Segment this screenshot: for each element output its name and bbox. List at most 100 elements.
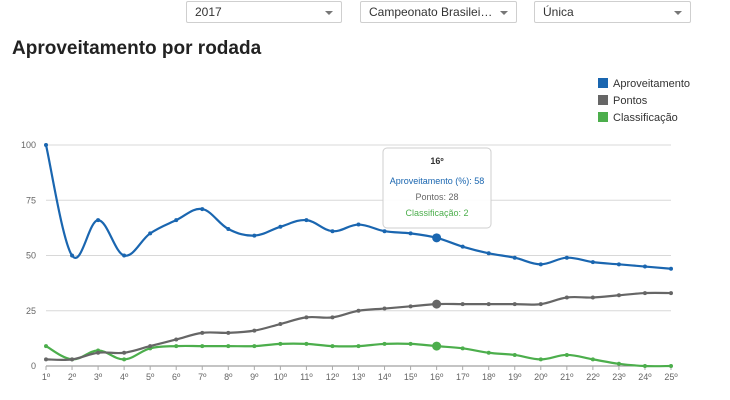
data-point-pontos[interactable]	[278, 322, 283, 327]
data-point-aproveitamento[interactable]	[252, 233, 257, 238]
x-tick-label: 16º	[430, 372, 444, 382]
turn-select[interactable]: Única	[534, 1, 691, 23]
data-point-pontos[interactable]	[174, 337, 179, 342]
x-tick-label: 15º	[404, 372, 418, 382]
data-point-classificacao[interactable]	[200, 344, 205, 349]
data-point-pontos[interactable]	[616, 293, 621, 298]
data-point-pontos[interactable]	[70, 357, 75, 362]
data-point-classificacao[interactable]	[616, 361, 621, 366]
x-tick-label: 21º	[560, 372, 574, 382]
data-point-aproveitamento[interactable]	[408, 231, 413, 236]
data-point-classificacao[interactable]	[44, 344, 48, 349]
x-tick-label: 4º	[120, 372, 129, 382]
data-point-aproveitamento[interactable]	[486, 251, 491, 256]
data-point-aproveitamento[interactable]	[382, 229, 387, 234]
data-point-aproveitamento[interactable]	[226, 226, 231, 231]
data-point-pontos[interactable]	[330, 315, 335, 320]
legend-swatch-aproveitamento	[598, 78, 608, 88]
data-point-classificacao[interactable]	[486, 350, 491, 355]
data-point-pontos[interactable]	[122, 350, 127, 355]
data-point-classificacao[interactable]	[564, 352, 569, 357]
data-point-pontos[interactable]	[96, 350, 101, 355]
y-tick-label: 50	[26, 251, 36, 261]
tooltip-line: Pontos: 28	[415, 192, 458, 202]
data-point-aproveitamento[interactable]	[278, 224, 283, 229]
x-tick-label: 20º	[534, 372, 548, 382]
data-point-classificacao[interactable]	[538, 357, 543, 362]
data-point-pontos[interactable]	[304, 315, 309, 320]
data-point-aproveitamento[interactable]	[174, 218, 179, 223]
data-point-classificacao[interactable]	[669, 364, 673, 368]
data-point-aproveitamento[interactable]	[669, 266, 673, 271]
data-point-classificacao[interactable]	[460, 346, 465, 351]
data-point-aproveitamento[interactable]	[538, 262, 543, 267]
year-select[interactable]: 2017	[186, 1, 342, 23]
data-point-aproveitamento[interactable]	[70, 253, 75, 258]
data-point-pontos[interactable]	[200, 330, 205, 335]
data-point-aproveitamento[interactable]	[356, 222, 361, 227]
data-point-aproveitamento[interactable]	[460, 244, 465, 249]
x-tick-label: 12º	[326, 372, 340, 382]
legend-label-aproveitamento[interactable]: Aproveitamento	[613, 78, 690, 90]
data-point-aproveitamento[interactable]	[590, 260, 595, 265]
legend-label-pontos[interactable]: Pontos	[613, 95, 648, 107]
data-point-pontos[interactable]	[432, 299, 442, 309]
data-point-pontos[interactable]	[408, 304, 413, 309]
y-tick-label: 0	[31, 361, 36, 371]
data-point-classificacao[interactable]	[330, 344, 335, 349]
data-point-classificacao[interactable]	[174, 344, 179, 349]
data-point-aproveitamento[interactable]	[564, 255, 569, 260]
data-point-aproveitamento[interactable]	[122, 253, 127, 258]
data-point-pontos[interactable]	[44, 357, 48, 362]
data-point-classificacao[interactable]	[252, 344, 257, 349]
data-point-classificacao[interactable]	[642, 364, 647, 368]
data-point-classificacao[interactable]	[356, 344, 361, 349]
data-point-classificacao[interactable]	[122, 357, 127, 362]
data-point-classificacao[interactable]	[590, 357, 595, 362]
data-point-pontos[interactable]	[226, 330, 231, 335]
data-point-aproveitamento[interactable]	[432, 233, 442, 243]
data-point-classificacao[interactable]	[408, 341, 413, 346]
data-point-pontos[interactable]	[590, 295, 595, 300]
data-point-pontos[interactable]	[356, 308, 361, 313]
x-tick-label: 10º	[274, 372, 288, 382]
x-tick-label: 22º	[586, 372, 600, 382]
data-point-pontos[interactable]	[382, 306, 387, 311]
championship-select[interactable]: Campeonato Brasileiro Série A	[360, 1, 517, 23]
data-point-pontos[interactable]	[148, 344, 153, 349]
data-point-classificacao[interactable]	[382, 341, 387, 346]
x-tick-label: 19º	[508, 372, 522, 382]
data-point-aproveitamento[interactable]	[330, 229, 335, 234]
data-point-aproveitamento[interactable]	[96, 218, 101, 223]
data-point-classificacao[interactable]	[512, 352, 517, 357]
data-point-classificacao[interactable]	[226, 344, 231, 349]
data-point-pontos[interactable]	[512, 302, 517, 307]
page-title: Aproveitamento por rodada	[12, 38, 262, 59]
data-point-aproveitamento[interactable]	[616, 262, 621, 267]
data-point-aproveitamento[interactable]	[148, 231, 153, 236]
data-point-aproveitamento[interactable]	[642, 264, 647, 269]
data-point-aproveitamento[interactable]	[200, 207, 205, 212]
x-tick-label: 2º	[68, 372, 77, 382]
data-point-classificacao[interactable]	[278, 341, 283, 346]
data-point-pontos[interactable]	[460, 302, 465, 307]
data-point-aproveitamento[interactable]	[304, 218, 309, 223]
data-point-aproveitamento[interactable]	[44, 143, 48, 147]
x-tick-label: 1º	[42, 372, 51, 382]
x-tick-label: 6º	[172, 372, 181, 382]
y-tick-label: 75	[26, 195, 36, 205]
legend-label-classificacao[interactable]: Classificação	[613, 112, 678, 124]
x-tick-label: 7º	[198, 372, 207, 382]
data-point-pontos[interactable]	[486, 302, 491, 307]
data-point-pontos[interactable]	[252, 328, 257, 333]
x-tick-label: 13º	[352, 372, 366, 382]
chevron-down-icon	[500, 11, 508, 15]
data-point-pontos[interactable]	[538, 302, 543, 307]
data-point-classificacao[interactable]	[304, 341, 309, 346]
data-point-pontos[interactable]	[669, 291, 673, 296]
data-point-aproveitamento[interactable]	[512, 255, 517, 260]
data-point-pontos[interactable]	[642, 291, 647, 296]
data-point-classificacao[interactable]	[432, 341, 442, 351]
data-point-pontos[interactable]	[564, 295, 569, 300]
